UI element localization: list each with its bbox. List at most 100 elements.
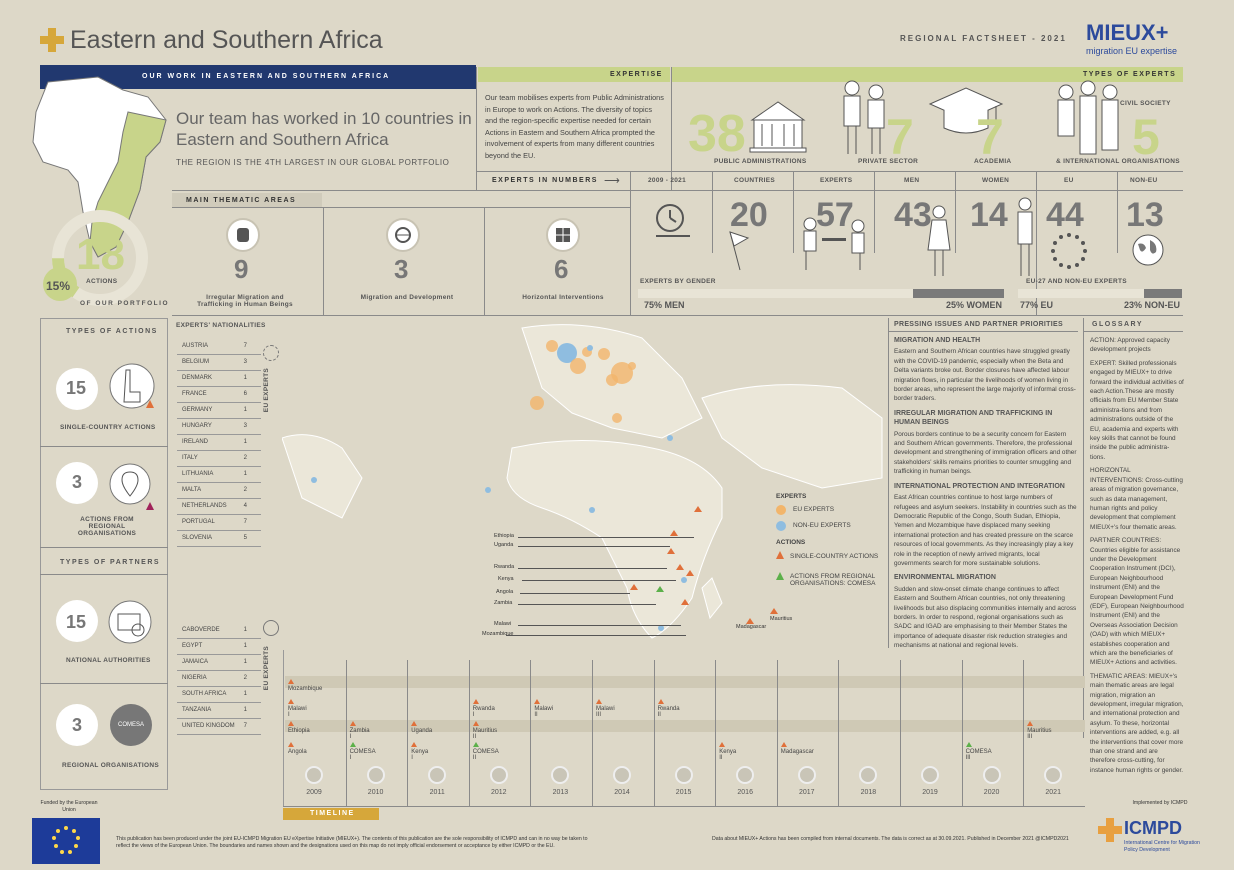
action-triangle-icon — [472, 721, 479, 726]
divider — [1036, 171, 1037, 315]
year-label: 2010 — [367, 789, 384, 796]
legend-experts-title: EXPERTS — [776, 493, 807, 500]
divider — [172, 207, 630, 208]
table-row: UNITED KINGDOM 7 — [177, 719, 261, 735]
eu-flag-icon — [32, 818, 100, 864]
timeline-action: Mauritius III — [1027, 721, 1052, 740]
country-count: 1 — [243, 375, 247, 381]
icmpd-cross-icon — [1098, 818, 1122, 842]
year-marker — [1044, 766, 1063, 784]
pressing-p-environment: Sudden and slow-onset climate change con… — [894, 585, 1077, 650]
comesa-logo: COMESA — [110, 704, 152, 746]
mieux-logo: MIEUX+ migration EU expertise — [1086, 20, 1177, 56]
pressing-h-irregular: IRREGULAR MIGRATION AND TRAFFICKING IN H… — [894, 409, 1053, 427]
map-country-label: Angola — [496, 589, 514, 595]
country-count: 1 — [243, 691, 247, 697]
pressing-body: MIGRATION AND HEALTH Eastern and Souther… — [894, 331, 1078, 655]
table-row: ITALY 2 — [177, 451, 261, 467]
map-leader-line — [518, 568, 667, 569]
table-row: FRANCE 6 — [177, 387, 261, 403]
year-label: 2019 — [922, 789, 938, 796]
year-divider — [345, 660, 347, 806]
country-count: 7 — [243, 723, 247, 729]
implemented-label: Implemented by ICMPD — [1132, 800, 1188, 806]
public-admin-label: PUBLIC ADMINISTRATIONS — [714, 158, 807, 165]
women-head: WOMEN — [982, 177, 1010, 184]
map-action-marker — [770, 608, 778, 614]
country-name: UNITED KINGDOM — [182, 723, 235, 729]
stamp-icon — [108, 600, 152, 644]
portfolio-label: OF OUR PORTFOLIO — [80, 300, 169, 307]
map-leader-line — [522, 580, 676, 581]
noneu-count: 13 — [1126, 196, 1164, 234]
noneu-experts-side: EU EXPERTS — [263, 646, 270, 691]
country-name: NETHERLANDS — [182, 503, 227, 509]
year-divider — [776, 660, 778, 806]
action-triangle-icon — [288, 721, 294, 726]
action-triangle-icon — [288, 699, 294, 704]
year-marker — [797, 766, 816, 784]
year-label: 2009 — [306, 789, 322, 796]
globe-icon — [1132, 234, 1164, 266]
national-count: 15 — [66, 612, 87, 632]
action-triangle-icon — [965, 742, 972, 747]
map-leader-line — [518, 604, 656, 605]
timeline-label: TIMELINE — [310, 810, 355, 817]
action-triangle-icon — [288, 742, 294, 747]
divider — [172, 190, 476, 191]
expertise-bar — [478, 67, 670, 82]
country-name: ITALY — [182, 455, 198, 461]
pressing-h-health: MIGRATION AND HEALTH — [894, 337, 981, 344]
pressing-p-health: Eastern and Southern African countries h… — [894, 348, 1076, 403]
timeline-action: Angola — [288, 742, 307, 755]
thematic-irregular-label: Irregular Migration and Trafficking in H… — [197, 294, 293, 308]
action-triangle-icon — [719, 742, 726, 747]
country-count: 1 — [243, 407, 247, 413]
country-count: 1 — [243, 471, 247, 477]
legend-actions-title: ACTIONS — [776, 539, 806, 546]
country-count: 2 — [243, 455, 247, 461]
globe-hands-icon — [386, 218, 420, 252]
table-row: NIGERIA 2 — [177, 671, 261, 687]
academia-label: ACADEMIA — [974, 158, 1012, 165]
map-leader-line — [518, 625, 681, 626]
country-count: 7 — [243, 519, 247, 525]
year-label: 2013 — [552, 789, 569, 796]
timeline-band — [285, 676, 1085, 688]
women-count: 14 — [970, 196, 1008, 234]
divider — [874, 171, 875, 253]
pressing-p-protection: East African countries continue to host … — [894, 494, 1077, 567]
legend-noneu-label: NON-EU EXPERTS — [793, 522, 851, 529]
divider — [40, 574, 168, 575]
year-divider — [1023, 660, 1025, 806]
year-label: 2016 — [737, 789, 753, 796]
globe-icon — [263, 620, 279, 636]
gender-bar — [638, 289, 1004, 298]
glossary-action: ACTION: Approved capacity development pr… — [1090, 337, 1170, 354]
men-pct: 75% MEN — [644, 300, 685, 310]
icmpd-logo: ICMPD — [1124, 818, 1182, 838]
divider — [1083, 318, 1084, 738]
table-row: IRELAND 1 — [177, 435, 261, 451]
disclaimer-text: This publication has been produced under… — [116, 836, 588, 849]
types-partners-title: TYPES OF PARTNERS — [60, 559, 161, 566]
year-marker — [305, 766, 323, 784]
funded-label: Funded by the European Union — [40, 800, 98, 813]
thematic-development-label: Migration and Development — [360, 294, 454, 301]
eu-stars-icon — [1051, 233, 1087, 269]
country-count: 1 — [243, 659, 247, 665]
timeline-action: Malawi I — [288, 699, 307, 718]
year-label: 2014 — [614, 789, 630, 796]
map-leader-line — [506, 635, 686, 636]
year-label: 2020 — [983, 789, 1000, 796]
country-name: NIGERIA — [182, 675, 207, 681]
year-label: 2011 — [429, 789, 445, 796]
countries-head: COUNTRIES — [734, 177, 775, 184]
left-panel — [40, 318, 168, 790]
divider — [671, 67, 672, 190]
divider — [955, 171, 956, 253]
logo-main: MIEUX+ — [1086, 20, 1169, 45]
year-marker — [859, 766, 878, 784]
country-name: PORTUGAL — [182, 519, 215, 525]
eu-count: 44 — [1046, 196, 1084, 234]
